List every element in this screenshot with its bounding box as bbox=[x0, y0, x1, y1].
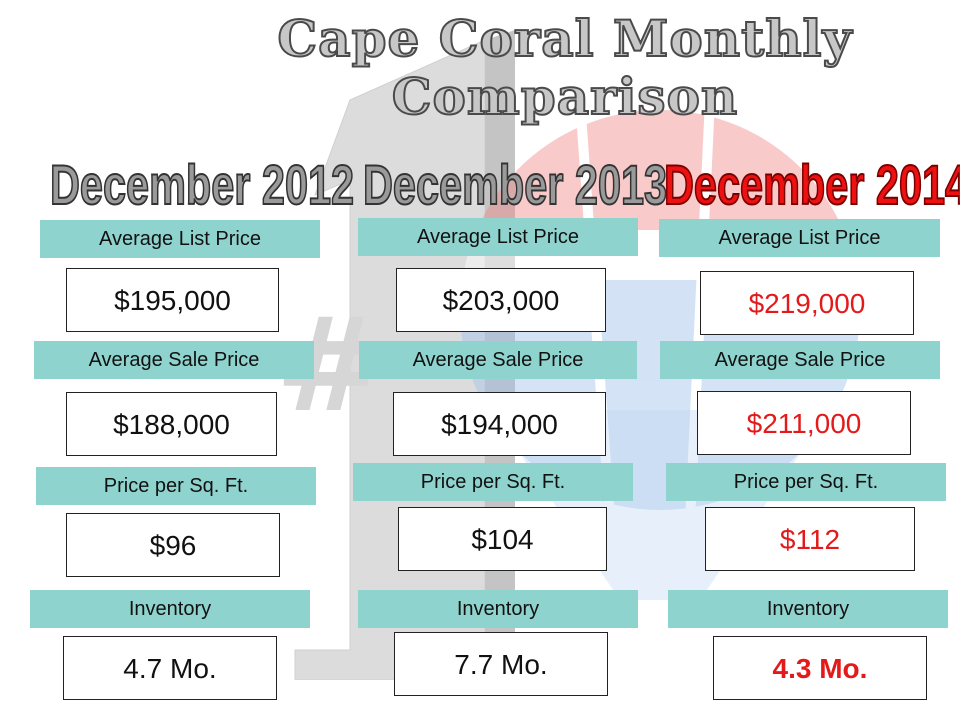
inventory-value: 4.3 Mo. bbox=[713, 636, 927, 700]
inventory-value: 7.7 Mo. bbox=[394, 632, 608, 696]
inventory-label: Inventory bbox=[668, 590, 948, 628]
year-heading-2014: December 2014 bbox=[663, 152, 960, 217]
price-per-sqft-label: Price per Sq. Ft. bbox=[36, 467, 316, 505]
price-per-sqft-value: $104 bbox=[398, 507, 607, 571]
avg-sale-price-value: $194,000 bbox=[393, 392, 606, 456]
avg-list-price-value: $203,000 bbox=[396, 268, 606, 332]
inventory-value: 4.7 Mo. bbox=[63, 636, 277, 700]
avg-list-price-value: $195,000 bbox=[66, 268, 279, 332]
price-per-sqft-label: Price per Sq. Ft. bbox=[666, 463, 946, 501]
avg-sale-price-label: Average Sale Price bbox=[660, 341, 940, 379]
price-per-sqft-value: $96 bbox=[66, 513, 280, 577]
price-per-sqft-label: Price per Sq. Ft. bbox=[353, 463, 633, 501]
avg-list-price-value: $219,000 bbox=[700, 271, 914, 335]
avg-list-price-label: Average List Price bbox=[659, 219, 940, 257]
avg-sale-price-value: $188,000 bbox=[66, 392, 277, 456]
year-heading-2013: December 2013 bbox=[362, 152, 668, 217]
avg-sale-price-value: $211,000 bbox=[697, 391, 911, 455]
avg-sale-price-label: Average Sale Price bbox=[34, 341, 314, 379]
inventory-label: Inventory bbox=[30, 590, 310, 628]
inventory-label: Inventory bbox=[358, 590, 638, 628]
page-title: Cape Coral Monthly Comparison bbox=[215, 9, 915, 127]
title-line-2: Comparison bbox=[391, 67, 739, 127]
price-per-sqft-value: $112 bbox=[705, 507, 915, 571]
avg-list-price-label: Average List Price bbox=[358, 218, 638, 256]
year-heading-2012: December 2012 bbox=[49, 152, 355, 217]
avg-sale-price-label: Average Sale Price bbox=[359, 341, 637, 379]
avg-list-price-label: Average List Price bbox=[40, 220, 320, 258]
title-line-1: Cape Coral Monthly bbox=[276, 9, 853, 69]
